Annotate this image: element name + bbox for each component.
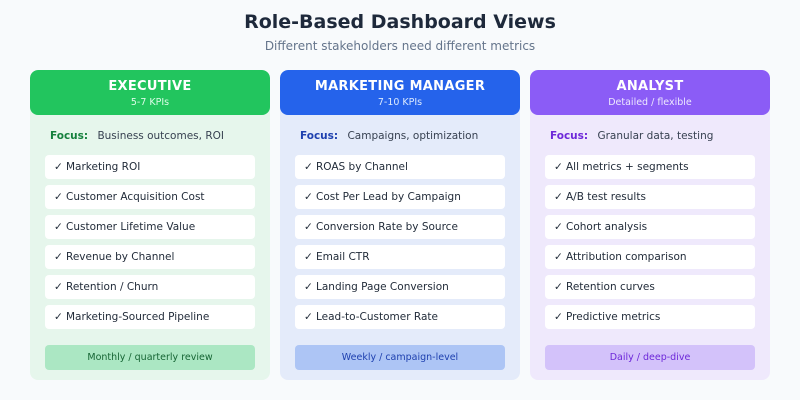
check-icon: ✓ [304,311,313,323]
focus-label: Focus: [550,130,589,142]
check-icon: ✓ [304,191,313,203]
metric-label: ROAS by Channel [316,161,408,173]
metric-item: ✓ Retention curves [545,275,755,299]
card-header-marketing-manager: MARKETING MANAGER 7-10 KPIs [280,70,520,115]
card-kpi-count: 5-7 KPIs [130,97,170,108]
metric-item: ✓ ROAS by Channel [295,155,505,179]
check-icon: ✓ [554,251,563,263]
metric-item: ✓ A/B test results [545,185,755,209]
focus-text: Granular data, testing [597,130,714,142]
card-role-title: MARKETING MANAGER [314,79,486,94]
check-icon: ✓ [54,311,63,323]
focus-label: Focus: [300,130,339,142]
metric-item: ✓ Attribution comparison [545,245,755,269]
check-icon: ✓ [554,191,563,203]
check-icon: ✓ [54,191,63,203]
metric-item: ✓ Cohort analysis [545,215,755,239]
metric-label: A/B test results [566,191,646,203]
card-marketing-manager: MARKETING MANAGER 7-10 KPIs Focus: Campa… [280,70,520,380]
metric-item: ✓ All metrics + segments [545,155,755,179]
card-kpi-count: 7-10 KPIs [377,97,423,108]
metric-label: Landing Page Conversion [316,281,449,293]
check-icon: ✓ [304,161,313,173]
check-icon: ✓ [54,251,63,263]
metric-item: ✓ Revenue by Channel [45,245,255,269]
metric-label: Revenue by Channel [66,251,175,263]
review-cadence-badge: Monthly / quarterly review [45,345,255,370]
check-icon: ✓ [554,161,563,173]
metric-item: ✓ Retention / Churn [45,275,255,299]
check-icon: ✓ [554,281,563,293]
metric-item: ✓ Email CTR [295,245,505,269]
check-icon: ✓ [54,281,63,293]
focus-line: Focus: Campaigns, optimization [300,130,478,142]
metric-label: Marketing-Sourced Pipeline [66,311,210,323]
card-header-executive: EXECUTIVE 5-7 KPIs [30,70,270,115]
metric-label: Predictive metrics [566,311,661,323]
review-cadence-badge: Daily / deep-dive [545,345,755,370]
diagram-title: Role-Based Dashboard Views [244,11,556,33]
metric-item: ✓ Predictive metrics [545,305,755,329]
metric-item: ✓ Landing Page Conversion [295,275,505,299]
check-icon: ✓ [54,161,63,173]
focus-line: Focus: Business outcomes, ROI [50,130,224,142]
focus-label: Focus: [50,130,89,142]
metric-label: Customer Lifetime Value [66,221,196,233]
card-kpi-count: Detailed / flexible [608,97,692,108]
check-icon: ✓ [304,251,313,263]
card-role-title: EXECUTIVE [108,79,192,94]
focus-line: Focus: Granular data, testing [550,130,713,142]
metric-item: ✓ Conversion Rate by Source [295,215,505,239]
metric-label: Conversion Rate by Source [316,221,458,233]
metric-label: Lead-to-Customer Rate [316,311,438,323]
metric-item: ✓ Marketing-Sourced Pipeline [45,305,255,329]
metric-item: ✓ Cost Per Lead by Campaign [295,185,505,209]
card-header-analyst: ANALYST Detailed / flexible [530,70,770,115]
review-cadence-badge: Weekly / campaign-level [295,345,505,370]
metric-label: Attribution comparison [566,251,687,263]
card-role-title: ANALYST [616,79,684,94]
metric-item: ✓ Customer Lifetime Value [45,215,255,239]
check-icon: ✓ [54,221,63,233]
metric-label: Cost Per Lead by Campaign [316,191,461,203]
metric-label: All metrics + segments [566,161,689,173]
metric-label: Email CTR [316,251,370,263]
check-icon: ✓ [304,221,313,233]
metric-label: Retention / Churn [66,281,159,293]
metric-label: Retention curves [566,281,655,293]
card-executive: EXECUTIVE 5-7 KPIs Focus: Business outco… [30,70,270,380]
card-analyst: ANALYST Detailed / flexible Focus: Granu… [530,70,770,380]
check-icon: ✓ [554,221,563,233]
metric-item: ✓ Lead-to-Customer Rate [295,305,505,329]
focus-text: Campaigns, optimization [347,130,479,142]
metric-label: Cohort analysis [566,221,648,233]
metric-item: ✓ Customer Acquisition Cost [45,185,255,209]
metric-item: ✓ Marketing ROI [45,155,255,179]
check-icon: ✓ [554,311,563,323]
metric-label: Customer Acquisition Cost [66,191,205,203]
metric-label: Marketing ROI [66,161,141,173]
focus-text: Business outcomes, ROI [97,130,224,142]
check-icon: ✓ [304,281,313,293]
diagram-subtitle: Different stakeholders need different me… [264,39,536,53]
